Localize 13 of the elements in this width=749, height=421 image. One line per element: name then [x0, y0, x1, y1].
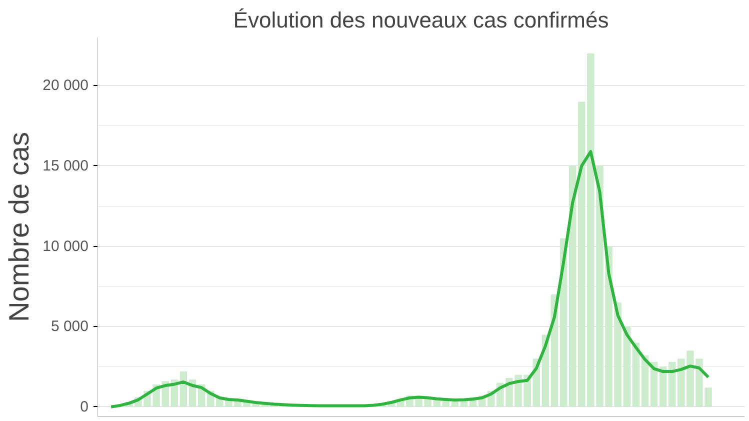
bar	[578, 102, 586, 407]
y-tick-label: 5 000	[50, 318, 89, 336]
bar	[632, 342, 640, 407]
y-axis-title: Nombre de cas	[4, 132, 35, 322]
line-series	[110, 150, 710, 408]
bar	[668, 362, 676, 407]
y-tick-label: 10 000	[42, 238, 89, 255]
chart-title: Évolution des nouveaux cas confirmés	[233, 8, 609, 32]
y-tick-label: 20 000	[42, 77, 89, 94]
bar	[659, 366, 667, 407]
bar	[568, 166, 576, 407]
y-tick-label: 0	[80, 398, 88, 416]
y-tick-label: 15 000	[42, 157, 89, 174]
